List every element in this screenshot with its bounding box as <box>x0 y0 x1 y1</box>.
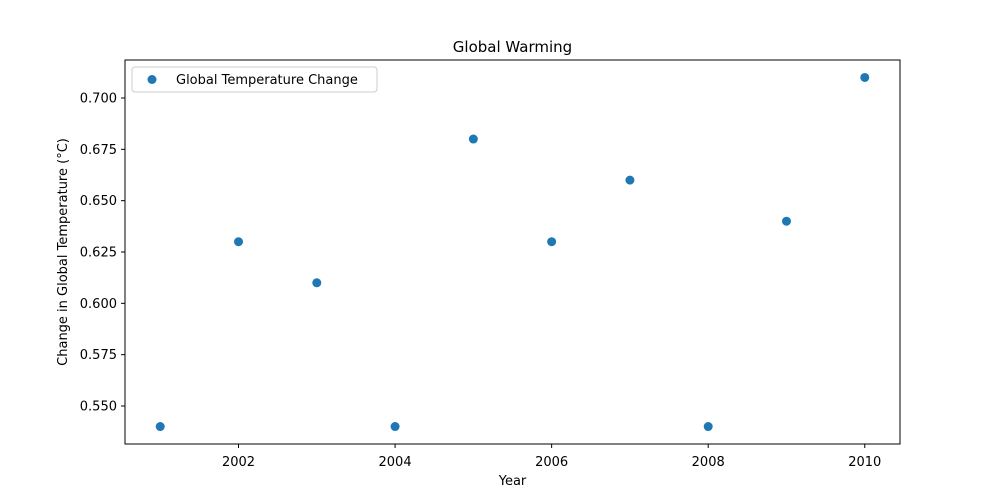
y-tick-label: 0.675 <box>80 143 117 158</box>
x-tick-label: 2010 <box>848 455 881 470</box>
data-point <box>390 422 400 432</box>
x-tick-label: 2006 <box>535 455 568 470</box>
y-tick-label: 0.550 <box>80 400 117 415</box>
x-tick-label: 2008 <box>692 455 725 470</box>
data-point <box>625 175 635 185</box>
x-tick-label: 2004 <box>379 455 412 470</box>
data-point <box>155 422 165 432</box>
data-point <box>703 422 713 432</box>
data-point <box>781 216 791 226</box>
data-point <box>468 134 478 144</box>
y-axis-title: Change in Global Temperature (°C) <box>56 138 71 366</box>
data-point <box>547 237 557 247</box>
series-points <box>155 72 870 432</box>
plot-frame <box>124 59 901 445</box>
legend-marker <box>147 75 157 84</box>
y-tick-label: 0.600 <box>80 297 117 312</box>
x-axis-title: Year <box>498 474 527 489</box>
y-tick-label: 0.575 <box>80 348 117 363</box>
data-point <box>234 237 244 247</box>
y-tick-label: 0.625 <box>80 246 117 261</box>
chart-title: Global Warming <box>453 38 572 56</box>
legend-label: Global Temperature Change <box>176 73 358 88</box>
x-tick-label: 2002 <box>222 455 255 470</box>
y-tick-label: 0.700 <box>80 91 117 106</box>
plot-area: 2002 2004 2006 2008 2010 0.550 0.575 0.600 0.62… <box>80 59 901 470</box>
data-point <box>312 278 322 288</box>
legend-box <box>131 66 378 93</box>
legend: Global Temperature Change <box>131 66 378 93</box>
y-axis: 0.550 0.575 0.600 0.625 0.650 0.675 0.700 <box>80 91 125 415</box>
y-tick-label: 0.650 <box>80 194 117 209</box>
x-axis: 2002 2004 2006 2008 2010 <box>222 444 881 470</box>
data-point <box>860 72 870 82</box>
